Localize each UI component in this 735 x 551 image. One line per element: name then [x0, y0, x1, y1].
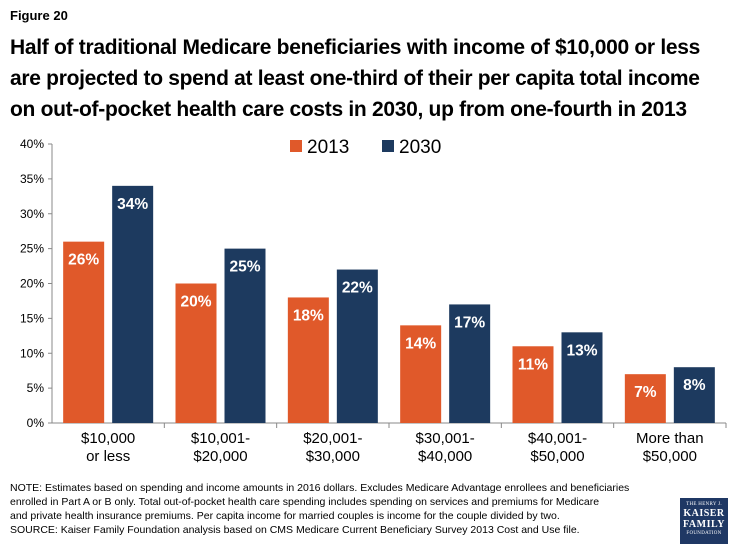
- legend-swatch-2013: [290, 140, 302, 152]
- bar-2013: [63, 241, 105, 423]
- data-label: 13%: [566, 342, 597, 359]
- figure-label: Figure 20: [10, 8, 68, 23]
- data-label: 34%: [117, 196, 148, 213]
- data-label: 26%: [68, 252, 99, 269]
- chart-legend: 2013 2030: [290, 137, 441, 158]
- chart-title: Half of traditional Medicare beneficiari…: [10, 36, 700, 121]
- chart-bars: 26% 34% 20% 25% 18% 22% 14% 17% 11% 13% 7% 8%: [63, 185, 715, 423]
- x-tick-label: $20,001-: [303, 430, 362, 447]
- logo-line: FOUNDATION: [686, 531, 722, 536]
- bar-2013: [175, 283, 217, 423]
- chart-note: NOTE: Estimates based on spending and in…: [10, 481, 660, 537]
- legend-label: 2030: [399, 137, 441, 158]
- y-tick-label: 30%: [20, 207, 44, 221]
- data-label: 11%: [518, 356, 548, 373]
- x-tick-label: $30,000: [306, 448, 360, 465]
- bar-2030: [449, 304, 491, 423]
- data-label: 7%: [634, 384, 657, 401]
- bar-2013: [287, 297, 329, 423]
- data-label: 14%: [405, 335, 436, 352]
- bar-2030: [673, 367, 715, 423]
- y-tick-label: 10%: [20, 346, 44, 360]
- bar-2013: [400, 325, 442, 423]
- note-line: NOTE: Estimates based on spending and in…: [10, 482, 630, 494]
- y-tick-label: 15%: [20, 311, 44, 325]
- source-line: SOURCE: Kaiser Family Foundation analysi…: [10, 524, 580, 536]
- note-line: and private health insurance premiums. P…: [10, 510, 560, 522]
- bar-2030: [224, 248, 266, 423]
- x-tick-label: $30,001-: [416, 430, 475, 447]
- y-tick-label: 0%: [27, 416, 45, 430]
- x-tick-label: or less: [86, 448, 130, 465]
- y-tick-label: 35%: [20, 172, 44, 186]
- bar-2030: [112, 185, 154, 423]
- data-label: 18%: [293, 307, 324, 324]
- logo-line: FAMILY: [683, 519, 725, 530]
- legend-label: 2013: [307, 137, 349, 158]
- y-tick-label: 40%: [20, 137, 44, 151]
- data-label: 25%: [229, 259, 260, 276]
- x-tick-label: $40,000: [418, 448, 472, 465]
- data-label: 8%: [683, 377, 706, 394]
- y-tick-label: 20%: [20, 277, 44, 291]
- y-tick-label: 5%: [27, 381, 45, 395]
- x-tick-label: $20,000: [193, 448, 247, 465]
- y-tick-label: 25%: [20, 242, 44, 256]
- legend-swatch-2030: [382, 140, 394, 152]
- x-tick-label: $10,001-: [191, 430, 250, 447]
- x-tick-label: $10,000: [81, 430, 135, 447]
- data-label: 22%: [342, 280, 373, 297]
- bar-2030: [561, 332, 603, 423]
- x-tick-label: More than: [636, 430, 704, 447]
- x-tick-label: $50,000: [530, 448, 584, 465]
- bar-2013: [512, 346, 554, 423]
- note-line: enrolled in Part A or B only. Total out-…: [10, 496, 600, 508]
- bar-2030: [336, 269, 378, 423]
- data-label: 20%: [180, 294, 211, 311]
- x-tick-label: $50,000: [643, 448, 697, 465]
- data-label: 17%: [454, 314, 485, 331]
- kff-logo: THE HENRY J. KAISER FAMILY FOUNDATION: [680, 498, 728, 544]
- logo-line: KAISER: [683, 508, 725, 519]
- bar-2013: [624, 374, 666, 423]
- x-tick-label: $40,001-: [528, 430, 587, 447]
- logo-line: THE HENRY J.: [686, 502, 722, 507]
